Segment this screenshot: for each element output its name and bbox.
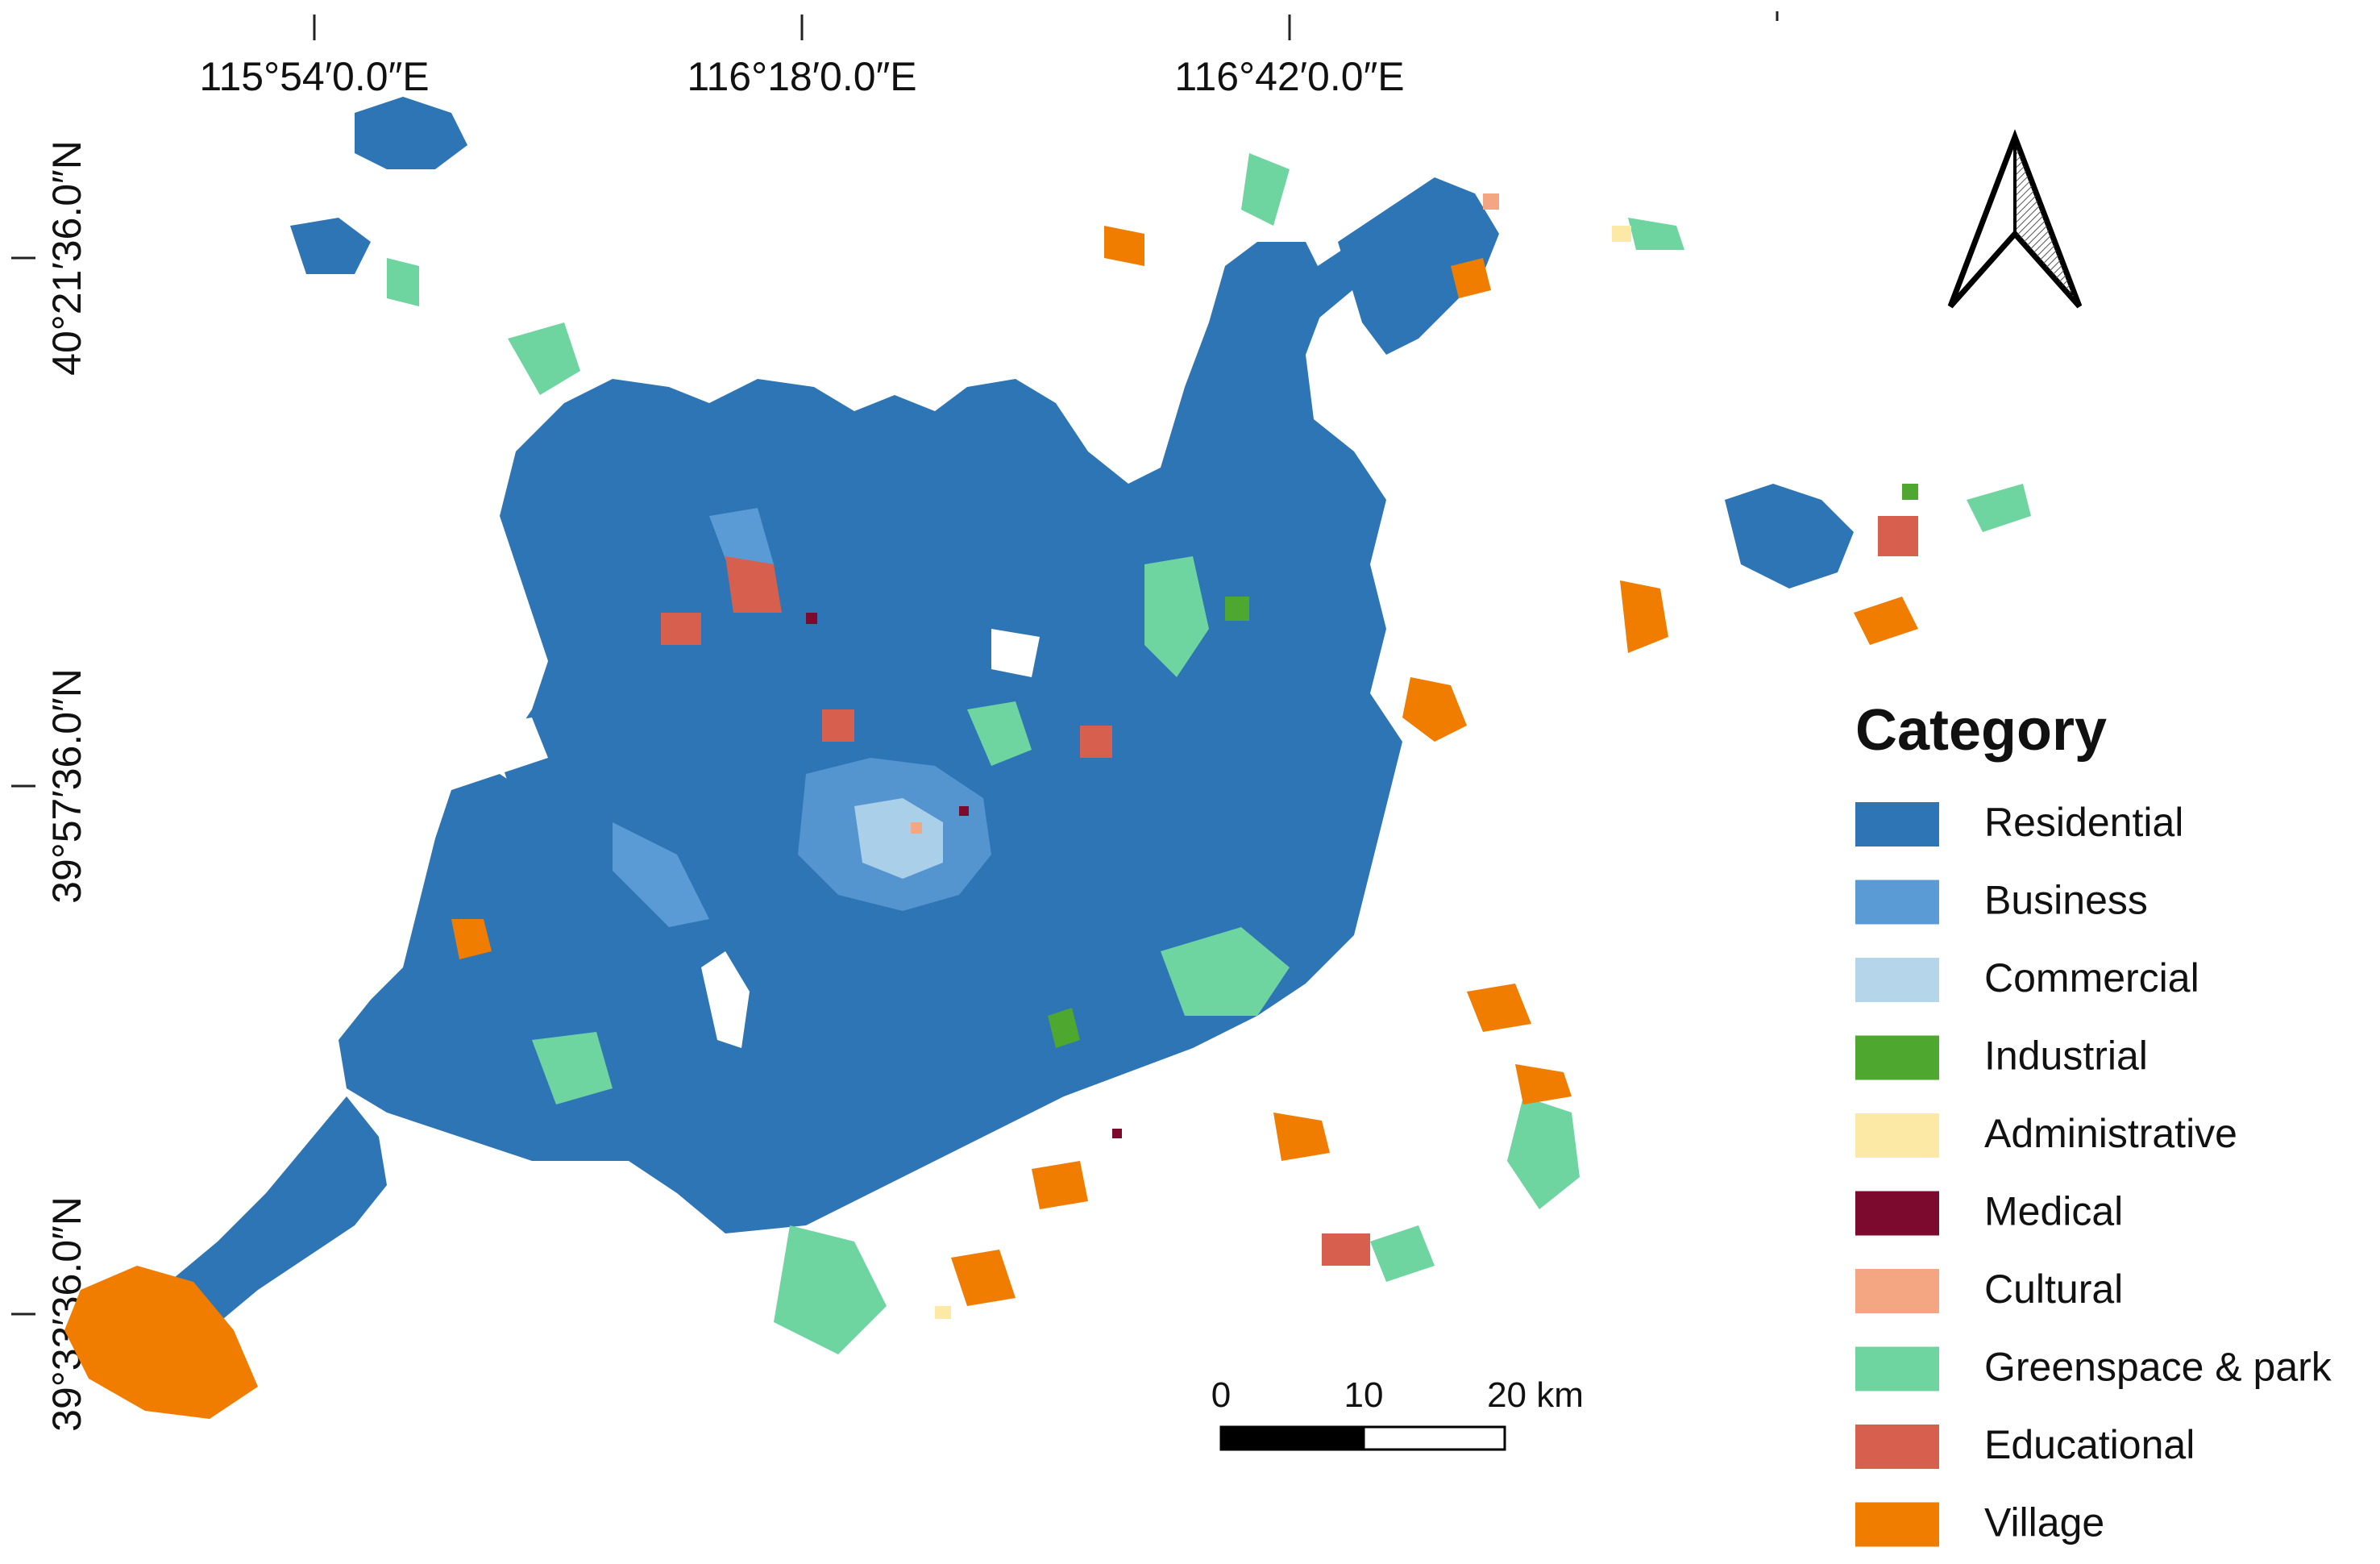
land-use-map [64, 97, 2031, 1419]
green-patch-3 [1507, 1096, 1580, 1209]
scale-label-10: 10 [1344, 1375, 1384, 1415]
cultural-patch-2 [911, 822, 922, 834]
legend-label-6: Cultural [1984, 1267, 2123, 1312]
legend-swatch-2 [1855, 958, 1939, 1002]
green-patch-8 [532, 1032, 613, 1104]
legend-swatch-7 [1855, 1346, 1939, 1391]
village-east-1 [1402, 677, 1467, 742]
legend-swatch-6 [1855, 1269, 1939, 1313]
northeast-strip [1209, 218, 1402, 355]
legend: Category Residential Business Commercial In… [1855, 698, 2332, 1547]
north-arrow-icon [1947, 129, 2083, 309]
northwest-satellite-2 [290, 218, 371, 274]
industrial-patch-1 [1048, 1008, 1080, 1048]
village-far-east [1854, 597, 1918, 645]
legend-label-3: Industrial [1984, 1034, 2148, 1079]
green-patch-12 [1628, 218, 1684, 250]
village-south-1 [951, 1250, 1016, 1306]
legend-label-2: Commercial [1984, 955, 2199, 1000]
legend-swatch-5 [1855, 1191, 1939, 1236]
educational-patch-3 [822, 709, 854, 742]
lake-void-1 [484, 718, 548, 774]
educational-patch-1 [725, 556, 782, 613]
graticule-ticks [11, 11, 1779, 1316]
business-patch-2 [613, 822, 709, 927]
administrative-patch-1 [1612, 226, 1631, 242]
longitude-label-2: 116°18′0.0″E [687, 54, 916, 99]
green-patch-6 [1241, 153, 1290, 226]
village-northeast [1451, 258, 1491, 298]
west-lobe-residential [403, 774, 564, 1000]
reservoir-void [701, 951, 750, 1048]
industrial-patch-3 [1902, 484, 1918, 500]
green-patch-7 [967, 701, 1032, 766]
green-patch-10 [1370, 1225, 1435, 1282]
legend-swatch-1 [1855, 880, 1939, 925]
legend-swatch-9 [1855, 1502, 1939, 1547]
legend-label-5: Medical [1984, 1189, 2123, 1234]
village-east-3 [1515, 1064, 1572, 1104]
legend-swatch-8 [1855, 1425, 1939, 1469]
legend-swatch-4 [1855, 1113, 1939, 1158]
green-patch-4 [774, 1225, 887, 1354]
legend-label-4: Administrative [1984, 1111, 2237, 1156]
longitude-label-3: 116°42′0.0″E [1174, 54, 1404, 99]
legend-label-7: Greenspace & park [1984, 1345, 2332, 1390]
green-patch-9 [1967, 484, 2031, 532]
lake-void-2 [991, 629, 1040, 677]
northwest-satellite [355, 97, 467, 169]
administrative-patch-2 [935, 1306, 951, 1319]
medical-patch-2 [959, 806, 969, 816]
scale-label-20: 20 km [1487, 1375, 1584, 1415]
urban-core-residential [339, 242, 1402, 1233]
latitude-label-1: 40°21′36.0″N [44, 140, 89, 376]
legend-label-8: Educational [1984, 1422, 2195, 1467]
medical-patch-3 [1112, 1129, 1122, 1138]
village-southwest [64, 1266, 258, 1419]
green-patch-11 [387, 258, 419, 306]
legend-title: Category [1855, 698, 2107, 763]
scale-bar: 0 10 20 km [1211, 1375, 1584, 1451]
scale-label-0: 0 [1211, 1375, 1231, 1415]
northeast-lobe-residential [1338, 177, 1499, 355]
medical-patch-1 [806, 613, 817, 624]
village-south-2 [1273, 1113, 1330, 1161]
longitude-label-1: 115°54′0.0″E [199, 54, 429, 99]
commercial-core [854, 798, 943, 879]
industrial-patch-2 [1225, 597, 1249, 621]
legend-swatch-3 [1855, 1035, 1939, 1080]
educational-patch-4 [1080, 726, 1112, 758]
green-patch-2 [1161, 927, 1290, 1016]
legend-swatch-0 [1855, 802, 1939, 846]
legend-label-0: Residential [1984, 800, 2183, 845]
legend-label-1: Business [1984, 878, 2148, 923]
village-north-1 [1104, 226, 1144, 266]
village-east-2 [1620, 580, 1668, 653]
east-satellite-residential [1725, 484, 1854, 589]
village-south-4 [1032, 1161, 1088, 1209]
village-south-3 [1467, 984, 1531, 1032]
green-patch-5 [508, 322, 580, 395]
green-patch-1 [1144, 556, 1209, 677]
educational-patch-6 [1878, 516, 1918, 556]
legend-label-9: Village [1984, 1500, 2104, 1545]
cultural-patch-1 [1483, 193, 1499, 210]
educational-patch-5 [1322, 1233, 1370, 1266]
educational-patch-2 [661, 613, 701, 645]
village-west-1 [451, 919, 492, 959]
latitude-label-2: 39°57′36.0″N [44, 668, 89, 904]
